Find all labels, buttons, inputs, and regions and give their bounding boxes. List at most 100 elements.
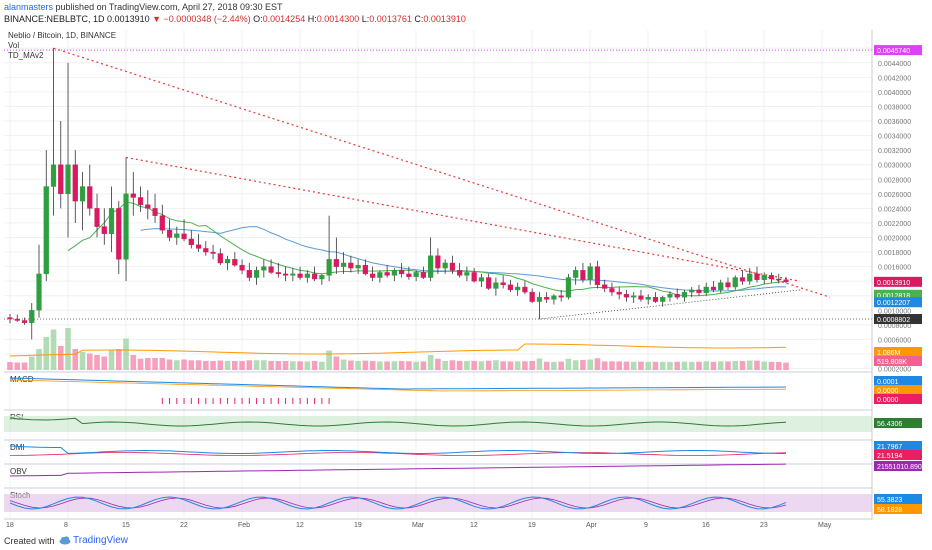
candle-body: [747, 273, 753, 282]
macd-hist-value-bg: [874, 394, 922, 404]
candle-body: [739, 277, 746, 282]
ma-slow-label-bg: [874, 297, 922, 308]
ma-fast-line: [67, 201, 787, 297]
candle-body: [297, 273, 303, 278]
candle-body: [224, 259, 231, 264]
volume-bar: [253, 360, 260, 370]
volume-bar: [674, 361, 681, 370]
candle-body: [478, 277, 485, 282]
candle-body: [428, 255, 434, 278]
volume-bar: [543, 361, 550, 370]
volume-bar: [529, 361, 535, 370]
time-tick-label: 9: [644, 522, 648, 529]
volume-bar: [355, 361, 361, 370]
price-tick-label: 0.0008000: [878, 323, 911, 330]
volume-bar: [485, 360, 492, 370]
volume-ma-line: [9, 343, 787, 357]
volume-bar: [601, 361, 608, 370]
legend-ma: TD_MAv2: [8, 51, 44, 60]
candle-body: [116, 208, 122, 260]
close-value: 0.0013910: [423, 14, 466, 24]
volume-bar: [594, 358, 601, 370]
time-tick-label: 12: [296, 522, 304, 529]
candle-body: [333, 259, 339, 267]
volume-bar: [507, 361, 514, 370]
volume-bar: [471, 361, 477, 370]
author-name[interactable]: alanmasters: [4, 2, 54, 12]
legend: Neblio / Bitcoin, 1D, BINANCE Vol TD_MAv…: [8, 31, 116, 60]
candle-body: [754, 273, 760, 280]
candle-body: [660, 296, 666, 302]
price-tick-label: 0.0026000: [878, 192, 911, 199]
volume-bar: [246, 360, 253, 370]
tradingview-cloud-icon: [59, 536, 71, 545]
dmi-plus-line: [9, 445, 786, 454]
volume-bar: [181, 359, 187, 370]
candle-body: [573, 270, 579, 278]
overlay-lines: [4, 47, 872, 357]
low-line-label-bg: [874, 314, 922, 325]
chart-header: alanmasters published on TradingView.com…: [0, 0, 932, 26]
obv-value: 21551010.8900: [877, 464, 926, 471]
time-tick-label: Mar: [412, 522, 425, 529]
volume-bar: [239, 361, 245, 370]
candle-body: [457, 270, 463, 276]
volume-bar: [188, 360, 195, 370]
time-tick-label: 19: [528, 522, 536, 529]
volume-bar: [275, 361, 282, 370]
stoch-k-value-bg: [874, 494, 922, 504]
candle-body: [282, 273, 289, 276]
volume-bar: [36, 349, 42, 370]
candle-body: [261, 266, 267, 271]
volume-bar: [333, 356, 340, 370]
candle-body: [123, 193, 129, 260]
candle-body: [623, 294, 630, 298]
price-axis: 0.00460000.00440000.00420000.00400000.00…: [871, 30, 926, 520]
legend-vol: Vol: [8, 41, 19, 50]
candle-body: [507, 284, 514, 291]
obv-line: [9, 463, 787, 477]
price-tick-label: 0.0040000: [878, 90, 911, 97]
price-chart[interactable]: MACDRSIDMIOBVStoch 0.00460000.00440000.0…: [0, 26, 932, 533]
time-tick-label: 16: [702, 522, 710, 529]
candle-body: [217, 253, 223, 264]
volume-bar: [725, 361, 731, 370]
volume-bar: [348, 360, 354, 370]
macd-value-bg: [874, 376, 922, 386]
legend-title: Neblio / Bitcoin, 1D, BINANCE: [8, 31, 116, 40]
rsi-value-bg: [874, 418, 922, 428]
price-tick-label: 0.0034000: [878, 134, 911, 141]
candle-body: [29, 310, 35, 323]
volume-bar: [101, 356, 108, 370]
candle-body: [246, 270, 252, 278]
high-line-label: 0.0045740: [877, 48, 910, 55]
volume-bar: [688, 361, 695, 370]
candle-body: [435, 255, 441, 269]
rsi-value: 56.4306: [877, 421, 902, 428]
volume-bar: [282, 361, 289, 370]
macd-signal-value: 0.0000: [877, 388, 899, 395]
volume-bar: [449, 360, 456, 370]
rsi-line: [9, 417, 787, 427]
volume-bar: [115, 349, 122, 370]
lower-trendline: [125, 156, 801, 282]
volume-bar: [28, 356, 35, 370]
candle-body: [7, 317, 13, 320]
price-tick-label: 0.0030000: [878, 163, 911, 170]
volume-bar: [645, 361, 652, 370]
tradingview-brand[interactable]: TradingView: [73, 535, 129, 546]
volume-bar: [94, 355, 100, 370]
last-price-label: 0.0013910: [877, 280, 910, 287]
high-label: H:: [307, 14, 317, 24]
candle-body: [413, 272, 419, 278]
time-tick-label: 12: [470, 522, 478, 529]
volume-bar: [551, 361, 557, 370]
candle-body: [718, 282, 724, 291]
volume-bar: [108, 350, 115, 370]
volume-bar: [565, 358, 572, 370]
macd-signal-value-bg: [874, 385, 922, 395]
price-tick-label: 0.0002000: [878, 367, 911, 374]
volume-bar: [377, 361, 383, 370]
volume-bar: [7, 362, 13, 370]
candle-body: [152, 208, 158, 216]
